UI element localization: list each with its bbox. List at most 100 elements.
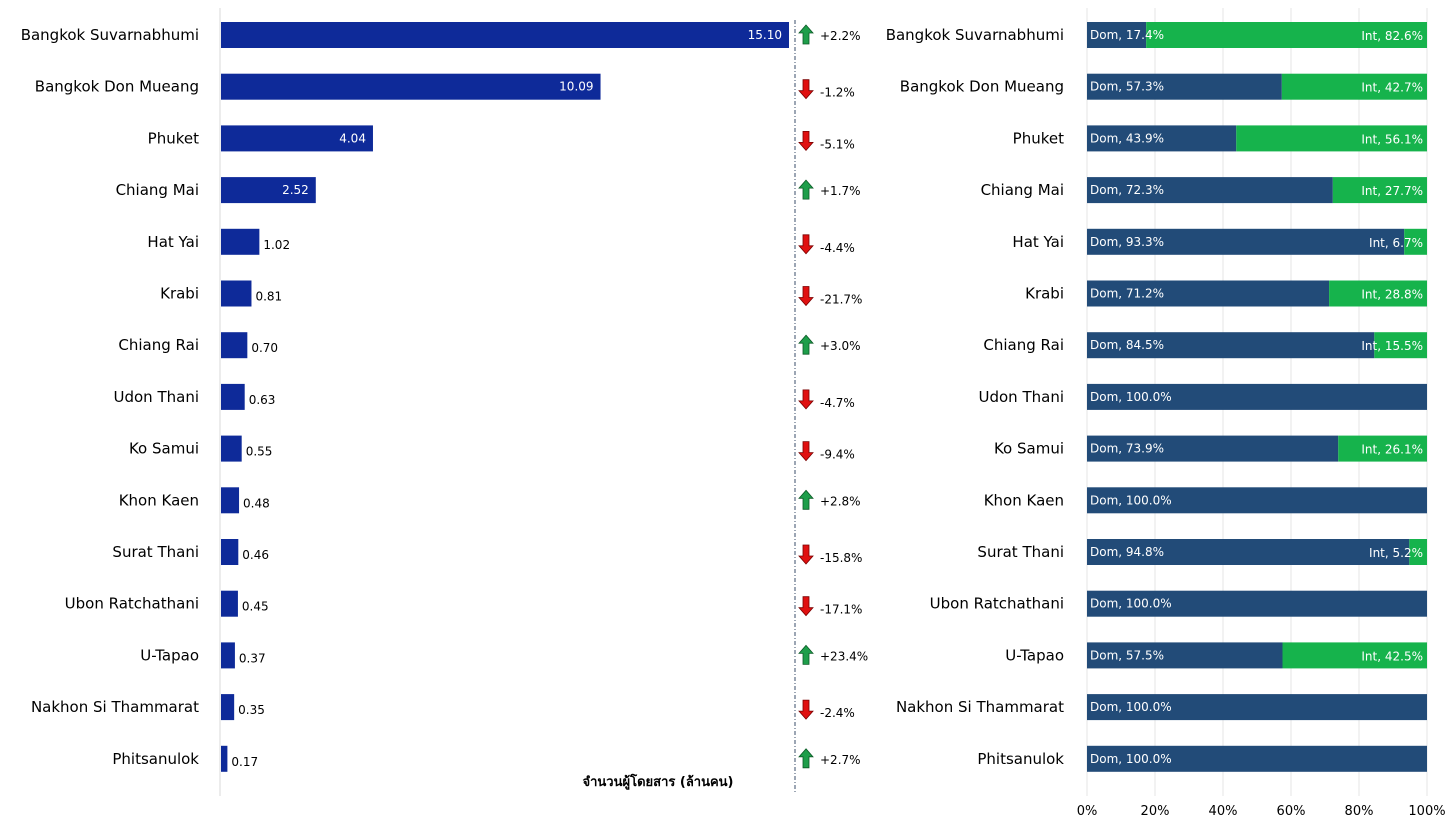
passenger-value-label: 0.81 (255, 290, 282, 304)
dom-share-label: Dom, 100.0% (1090, 597, 1172, 611)
dom-share-label: Dom, 73.9% (1090, 442, 1164, 456)
up-arrow-icon (799, 335, 813, 354)
right-category-label: Ko Samui (994, 440, 1064, 458)
int-share-label: Int, 26.1% (1361, 443, 1423, 457)
right-x-tick-label: 60% (1277, 804, 1306, 818)
left-category-label: Bangkok Suvarnabhumi (21, 26, 199, 44)
int-share-label: Int, 28.8% (1361, 288, 1423, 302)
growth-change-label: -4.7% (820, 396, 855, 410)
down-arrow-icon (799, 545, 813, 564)
dom-share-label: Dom, 84.5% (1090, 338, 1164, 352)
down-arrow-icon (799, 390, 813, 409)
passenger-bar (221, 74, 601, 100)
int-share-label: Int, 27.7% (1361, 184, 1423, 198)
passenger-value-label: 0.37 (239, 651, 266, 665)
passenger-bar (221, 436, 242, 462)
dom-share-label: Dom, 100.0% (1090, 752, 1172, 766)
right-category-label: Udon Thani (979, 388, 1065, 406)
down-arrow-icon (799, 700, 813, 719)
passenger-bar (221, 591, 238, 617)
dom-share-label: Dom, 100.0% (1090, 700, 1172, 714)
dom-share-label: Dom, 100.0% (1090, 390, 1172, 404)
right-x-tick-label: 40% (1209, 804, 1238, 818)
passenger-value-label: 4.04 (339, 131, 366, 145)
dom-share-label: Dom, 57.3% (1090, 80, 1164, 94)
up-arrow-icon (799, 749, 813, 768)
growth-change-label: +1.7% (820, 184, 861, 198)
dom-share-label: Dom, 94.8% (1090, 545, 1164, 559)
passenger-value-label: 0.17 (231, 755, 258, 769)
int-share-label: Int, 6.7% (1369, 236, 1423, 250)
right-category-label: Khon Kaen (984, 491, 1064, 509)
right-category-label: Bangkok Suvarnabhumi (886, 26, 1064, 44)
passenger-bar (221, 487, 239, 513)
growth-change-label: -15.8% (820, 551, 862, 565)
dom-share-label: Dom, 57.5% (1090, 648, 1164, 662)
left-category-label: U-Tapao (140, 646, 199, 664)
int-share-label: Int, 82.6% (1361, 29, 1423, 43)
passenger-value-label: 0.70 (251, 341, 278, 355)
growth-change-label: +2.2% (820, 29, 861, 43)
left-category-label: Ubon Ratchathani (65, 595, 199, 613)
down-arrow-icon (799, 235, 813, 254)
passenger-bar (221, 229, 259, 255)
left-category-label: Ko Samui (129, 440, 199, 458)
growth-change-label: +2.7% (820, 753, 861, 767)
left-category-label: Krabi (160, 285, 199, 303)
growth-change-label: -1.2% (820, 86, 855, 100)
right-category-label: Chiang Rai (983, 336, 1064, 354)
left-category-label: Chiang Rai (118, 336, 199, 354)
passenger-value-label: 0.35 (238, 703, 265, 717)
passenger-value-label: 10.09 (559, 80, 593, 94)
dom-int-share-panel: 0% 20% 40% 60% 80% 100% Bangkok Suvarnabhumi Do… (886, 8, 1446, 818)
dom-share-label: Dom, 43.9% (1090, 131, 1164, 145)
passenger-bar (221, 384, 245, 410)
growth-change-label: -17.1% (820, 603, 862, 617)
passenger-value-label: 0.63 (249, 393, 276, 407)
right-category-label: Chiang Mai (981, 181, 1064, 199)
dom-share-label: Dom, 71.2% (1090, 287, 1164, 301)
right-category-label: Phuket (1013, 129, 1064, 147)
dom-share-label: Dom, 17.4% (1090, 28, 1164, 42)
down-arrow-icon (799, 131, 813, 150)
passenger-value-label: 15.10 (748, 28, 782, 42)
left-category-label: Surat Thani (112, 543, 199, 561)
right-category-label: Hat Yai (1012, 233, 1064, 251)
right-x-tick-label: 0% (1077, 804, 1098, 818)
left-category-label: Phitsanulok (112, 750, 199, 768)
right-category-label: Ubon Ratchathani (930, 595, 1064, 613)
up-arrow-icon (799, 180, 813, 199)
up-arrow-icon (799, 25, 813, 44)
growth-change-label: -9.4% (820, 448, 855, 462)
dom-share-label: Dom, 100.0% (1090, 493, 1172, 507)
growth-change-label: +3.0% (820, 339, 861, 353)
passenger-value-label: 0.45 (242, 600, 269, 614)
right-category-label: Surat Thani (977, 543, 1064, 561)
down-arrow-icon (799, 287, 813, 306)
passenger-bar (221, 332, 247, 358)
down-arrow-icon (799, 442, 813, 461)
right-category-label: Phitsanulok (977, 750, 1064, 768)
right-x-tick-label: 20% (1141, 804, 1170, 818)
passenger-bar (221, 22, 789, 48)
int-share-label: Int, 15.5% (1361, 339, 1423, 353)
left-category-label: Chiang Mai (116, 181, 199, 199)
right-category-label: Bangkok Don Mueang (900, 78, 1064, 96)
growth-change-label: -4.4% (820, 241, 855, 255)
left-category-label: Khon Kaen (119, 491, 199, 509)
left-x-axis-label: จำนวนผู้โดยสาร (ล้านคน) (582, 773, 733, 790)
down-arrow-icon (799, 80, 813, 99)
passenger-bar (221, 746, 227, 772)
dom-share-label: Dom, 93.3% (1090, 235, 1164, 249)
growth-change-label: +23.4% (820, 649, 868, 663)
growth-change-label: -5.1% (820, 137, 855, 151)
passenger-bar (221, 539, 238, 565)
passenger-bar (221, 281, 251, 307)
left-category-label: Nakhon Si Thammarat (31, 698, 199, 716)
growth-change-label: -2.4% (820, 706, 855, 720)
right-x-tick-label: 80% (1345, 804, 1374, 818)
passenger-bar (221, 642, 235, 668)
growth-change-label: -21.7% (820, 293, 862, 307)
passenger-value-label: 1.02 (263, 238, 290, 252)
